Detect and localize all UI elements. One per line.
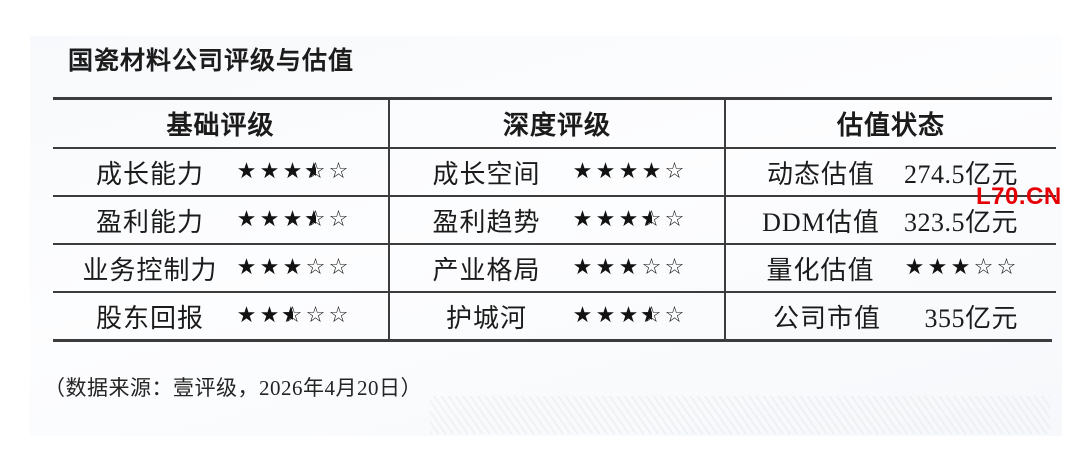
star-full-icon: ★ (236, 207, 257, 232)
row-label: 产业格局 (432, 255, 541, 285)
star-full-icon: ★ (259, 207, 280, 232)
table-row: DDM估值 323.5亿元 (726, 197, 1056, 245)
star-empty-icon: ☆ (664, 159, 685, 184)
star-empty-icon: ☆ (328, 159, 349, 184)
star-full-icon: ★ (572, 207, 593, 232)
column-header-valuation-status: 估值状态 (726, 100, 1056, 149)
table-row: 动态估值 274.5亿元 (726, 149, 1056, 197)
column-header-deep-rating: 深度评级 (390, 100, 724, 149)
star-empty-icon: ☆ (328, 207, 349, 232)
star-full-icon: ★ (259, 159, 280, 184)
star-full-icon: ★ (618, 303, 639, 328)
table-row: 盈利能力 ★ ★ ★ ★ ☆ ☆ (53, 197, 388, 245)
star-empty-icon: ☆ (664, 255, 685, 280)
row-label: 盈利能力 (95, 207, 204, 237)
star-half-icon: ★ ☆ (640, 207, 662, 232)
row-label: 成长空间 (432, 159, 541, 189)
table-row: 护城河 ★ ★ ★ ★ ☆ ☆ (390, 293, 724, 339)
table-row: 成长能力 ★ ★ ★ ★ ☆ ☆ (53, 149, 388, 197)
table-row: 产业格局 ★ ★ ★ ☆ ☆ (390, 245, 724, 293)
column-deep-rating: 深度评级 成长空间 ★ ★ ★ ★ ☆ 盈利趋势 ★ ★ ★ ★ ☆ ☆ 产业格局 ★ ★ ★ ☆ ☆ 护… (388, 100, 724, 339)
table-row: 公司市值 355亿元 (726, 293, 1056, 339)
star-full-icon: ★ (282, 255, 303, 280)
star-rating: ★ ★ ★ ★ ☆ ☆ (235, 209, 350, 231)
star-empty-icon: ☆ (664, 207, 685, 232)
star-half-icon: ★ ☆ (304, 159, 326, 184)
star-empty-icon: ☆ (328, 303, 349, 328)
valuation-value: 323.5亿元 (903, 207, 1018, 237)
row-label: 护城河 (445, 303, 527, 333)
row-label: 盈利趋势 (432, 207, 541, 237)
star-full-icon: ★ (572, 159, 593, 184)
table-row: 成长空间 ★ ★ ★ ★ ☆ (390, 149, 724, 197)
star-full-icon: ★ (236, 159, 257, 184)
star-half-icon: ★ ☆ (640, 303, 662, 328)
star-full-icon: ★ (595, 207, 616, 232)
watermark-text: L70.CN (976, 183, 1062, 210)
star-empty-icon: ☆ (328, 255, 349, 280)
star-rating: ★ ★ ★ ★ ☆ ☆ (235, 161, 350, 183)
column-basic-rating: 基础评级 成长能力 ★ ★ ★ ★ ☆ ☆ 盈利能力 ★ ★ ★ ★ ☆ ☆ 业务控制力 ★ ★ ★ ☆ ☆… (53, 100, 388, 339)
star-full-icon: ★ (282, 159, 303, 184)
star-full-icon: ★ (641, 159, 662, 184)
table-row: 业务控制力 ★ ★ ★ ☆ ☆ (53, 245, 388, 293)
valuation-value: 274.5亿元 (903, 159, 1018, 189)
column-valuation-status: 估值状态 动态估值 274.5亿元 DDM估值 323.5亿元 量化估值 ★ ★ ★… (724, 100, 1056, 339)
table-row: 盈利趋势 ★ ★ ★ ★ ☆ ☆ (390, 197, 724, 245)
star-empty-icon: ☆ (973, 255, 994, 280)
star-full-icon: ★ (904, 255, 925, 280)
row-label: 动态估值 (766, 159, 875, 189)
valuation-value: 355亿元 (924, 303, 1018, 333)
star-empty-icon: ☆ (305, 303, 326, 328)
star-empty-icon: ☆ (996, 255, 1017, 280)
page-title: 国瓷材料公司评级与估值 (68, 48, 355, 75)
star-full-icon: ★ (950, 255, 971, 280)
star-full-icon: ★ (282, 207, 303, 232)
row-label: DDM估值 (762, 207, 880, 237)
star-half-icon: ★ ☆ (281, 303, 303, 328)
star-empty-icon: ☆ (664, 303, 685, 328)
table-row: 量化估值 ★ ★ ★ ☆ ☆ (726, 245, 1056, 293)
page-background (30, 36, 1062, 436)
background-texture (430, 396, 1050, 434)
star-full-icon: ★ (927, 255, 948, 280)
star-rating: ★ ★ ★ ☆ ☆ (571, 257, 686, 279)
star-rating: ★ ★ ★ ☆ ☆ ☆ (235, 305, 350, 327)
star-empty-icon: ☆ (641, 255, 662, 280)
star-full-icon: ★ (236, 303, 257, 328)
star-full-icon: ★ (572, 303, 593, 328)
rating-valuation-table: 基础评级 成长能力 ★ ★ ★ ★ ☆ ☆ 盈利能力 ★ ★ ★ ★ ☆ ☆ 业务控制力 ★ ★ ★ ☆ ☆… (53, 97, 1056, 342)
star-full-icon: ★ (595, 159, 616, 184)
row-label: 业务控制力 (82, 255, 218, 285)
row-label: 量化估值 (766, 255, 875, 285)
star-full-icon: ★ (618, 159, 639, 184)
star-rating: ★ ★ ★ ★ ☆ ☆ (571, 209, 686, 231)
star-empty-icon: ☆ (305, 255, 326, 280)
star-full-icon: ★ (236, 255, 257, 280)
star-full-icon: ★ (572, 255, 593, 280)
row-label: 成长能力 (95, 159, 204, 189)
star-full-icon: ★ (618, 207, 639, 232)
row-label: 公司市值 (772, 303, 881, 333)
star-full-icon: ★ (595, 255, 616, 280)
star-half-icon: ★ ☆ (304, 207, 326, 232)
table-row: 股东回报 ★ ★ ★ ☆ ☆ ☆ (53, 293, 388, 339)
star-full-icon: ★ (259, 255, 280, 280)
star-rating: ★ ★ ★ ★ ☆ (571, 161, 686, 183)
star-full-icon: ★ (618, 255, 639, 280)
star-full-icon: ★ (259, 303, 280, 328)
star-full-icon: ★ (595, 303, 616, 328)
data-source-note: （数据来源：壹评级，2026年4月20日） (44, 376, 422, 400)
star-rating: ★ ★ ★ ☆ ☆ (903, 257, 1018, 279)
star-rating: ★ ★ ★ ★ ☆ ☆ (571, 305, 686, 327)
column-header-basic-rating: 基础评级 (53, 100, 388, 149)
row-label: 股东回报 (95, 303, 204, 333)
star-rating: ★ ★ ★ ☆ ☆ (235, 257, 350, 279)
